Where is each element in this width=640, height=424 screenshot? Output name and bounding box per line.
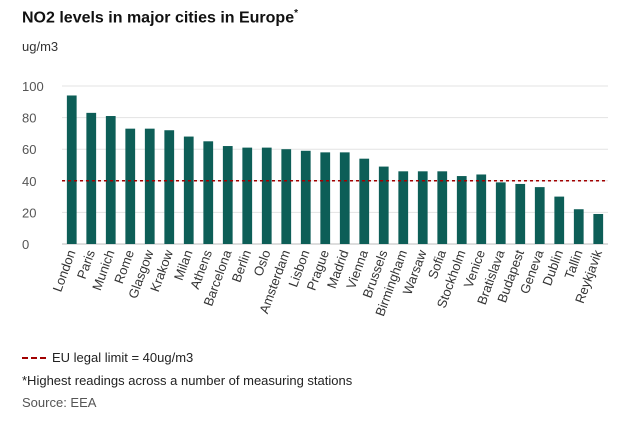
bar-milan <box>183 136 194 244</box>
y-tick-label-60: 60 <box>22 142 36 157</box>
bar-warsaw <box>417 171 428 244</box>
y-tick-label-100: 100 <box>22 79 44 94</box>
source-label: Source: EEA <box>22 395 97 410</box>
y-tick-label-40: 40 <box>22 174 36 189</box>
legend-label: EU legal limit = 40ug/m3 <box>52 350 194 365</box>
y-tick-label-0: 0 <box>22 237 29 252</box>
bar-glasgow <box>144 128 155 244</box>
footnote: *Highest readings across a number of mea… <box>22 373 353 388</box>
bar-barcelona <box>222 146 233 244</box>
bar-lisbon <box>300 150 311 244</box>
bar-oslo <box>261 147 272 244</box>
bar-london <box>66 95 77 244</box>
y-axis-unit-label: ug/m3 <box>22 39 59 54</box>
y-tick-label-20: 20 <box>22 205 36 220</box>
bar-tallin <box>573 209 584 244</box>
bar-munich <box>105 116 116 244</box>
x-tick-label-london: London <box>50 248 79 294</box>
bar-bratislava <box>495 182 506 244</box>
bar-reykjavik <box>593 213 604 244</box>
chart-title: NO2 levels in major cities in Europe* <box>22 8 298 27</box>
bar-athens <box>203 141 214 244</box>
y-tick-label-80: 80 <box>22 111 36 126</box>
title-footnote-marker: * <box>294 8 298 19</box>
bar-paris <box>86 112 97 244</box>
bar-amsterdam <box>281 149 292 244</box>
bar-berlin <box>242 147 253 244</box>
bar-vienna <box>359 158 370 244</box>
bar-geneva <box>534 187 545 244</box>
bar-venice <box>476 174 487 244</box>
legend: EU legal limit = 40ug/m3 <box>22 350 193 365</box>
limit-line-swatch <box>22 356 46 359</box>
bar-dublin <box>554 196 565 244</box>
bar-budapest <box>515 183 526 244</box>
bar-rome <box>125 128 136 244</box>
bar-madrid <box>339 152 350 244</box>
bar-stockholm <box>456 176 467 244</box>
bar-krakow <box>164 130 175 244</box>
bar-prague <box>320 152 331 244</box>
bar-birmingham <box>398 171 409 244</box>
bar-brussels <box>378 166 389 244</box>
bar-sofia <box>437 171 448 244</box>
